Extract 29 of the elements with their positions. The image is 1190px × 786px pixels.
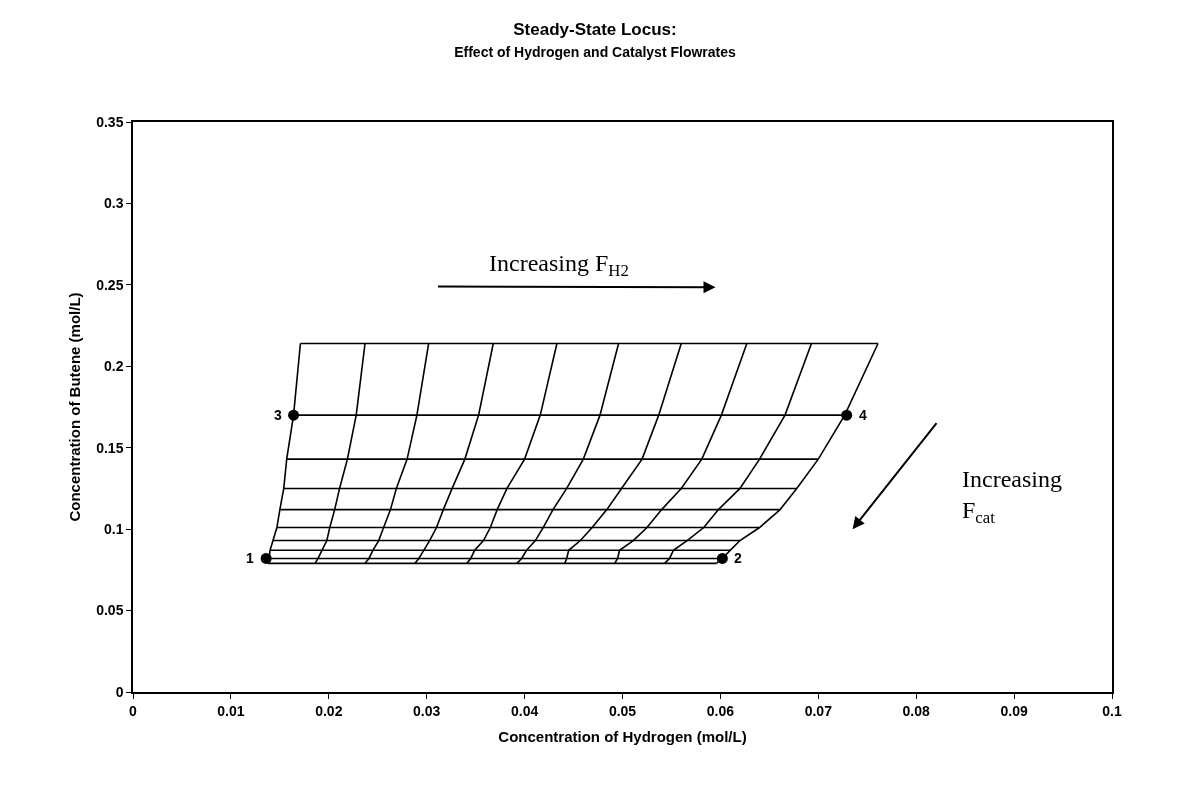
x-tick-label: 0.05	[608, 702, 637, 719]
chart-title: Steady-State Locus:	[513, 20, 677, 40]
y-tick-label: 0.35	[96, 113, 124, 130]
annotation: 3	[274, 407, 282, 423]
y-tick-label: 0.05	[96, 602, 124, 619]
x-tick-label: 0.06	[706, 702, 735, 719]
x-tick-label: 0.08	[902, 702, 931, 719]
x-tick-label: 0.02	[315, 702, 343, 719]
annotation: Increasing F$_{cat}$	[962, 466, 1062, 528]
x-tick-label: 0.03	[413, 702, 441, 719]
annotation: 1	[246, 550, 254, 566]
x-tick-label: 0	[129, 702, 138, 719]
x-tick-label: 0.04	[510, 702, 539, 719]
y-tick-label: 0	[115, 683, 124, 700]
y-axis-title: Concentration of Butene (mol/L)	[65, 292, 83, 522]
x-axis-title: Concentration of Hydrogen (mol/L)	[498, 728, 747, 746]
y-tick-label: 0.1	[103, 521, 124, 538]
y-tick-label: 0.2	[103, 358, 124, 375]
y-tick-label: 0.3	[103, 195, 124, 212]
annotation: 2	[734, 550, 742, 566]
annotation: 4	[859, 407, 867, 423]
x-tick-label: 0.01	[217, 702, 245, 719]
annotation: Increasing F$_{H2}$	[489, 250, 629, 281]
chart-subtitle: Effect of Hydrogen and Catalyst Flowrates	[454, 44, 737, 61]
y-tick-label: 0.15	[96, 439, 124, 456]
x-tick-label: 0.1	[1102, 702, 1122, 719]
x-tick-label: 0.09	[1000, 702, 1028, 719]
y-tick-label: 0.25	[96, 276, 124, 293]
x-tick-label: 0.07	[804, 702, 833, 719]
